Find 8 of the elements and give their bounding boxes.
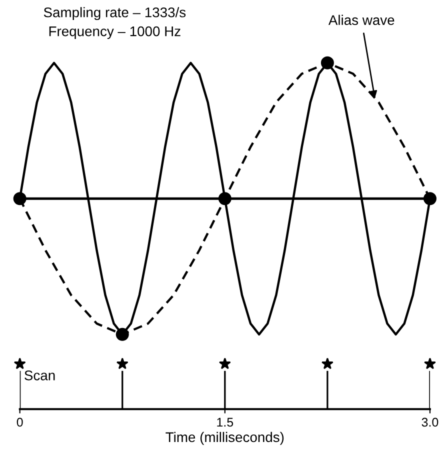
x-tick-label: 0 [16,418,23,427]
annotation: Alias wave [328,14,394,26]
text: Sampling rate – 1333/s [44,7,186,20]
x-tick-label: 3.0 [422,418,438,427]
legend-label: Scan [24,370,55,380]
x-axis-title: Time (milliseconds) [166,432,284,445]
text: Frequency – 1000 Hz [49,26,180,39]
x-tick-label: 1.5 [217,418,234,427]
